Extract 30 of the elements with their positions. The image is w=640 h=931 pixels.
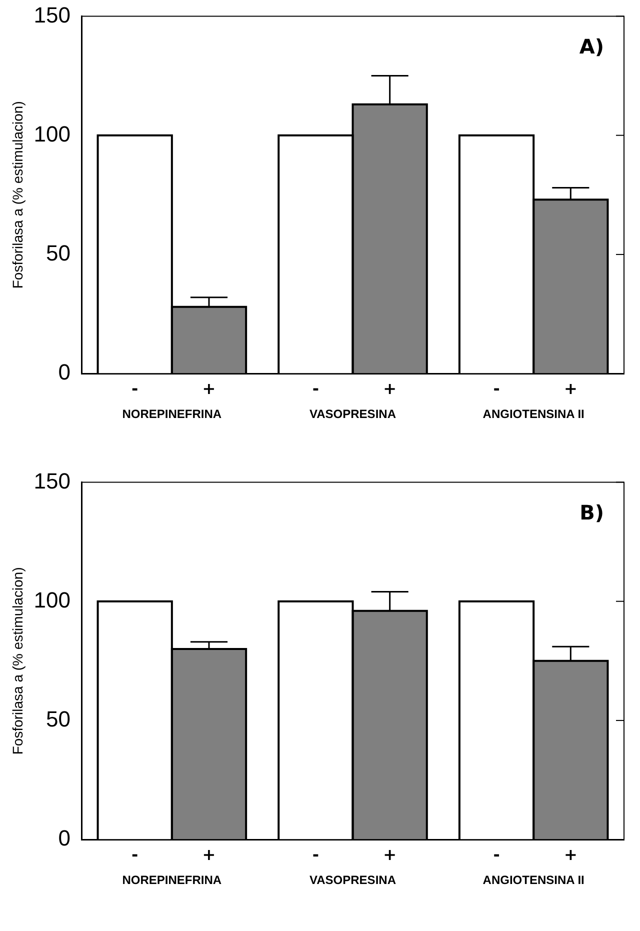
series-label: + bbox=[202, 378, 216, 398]
text: - bbox=[493, 378, 500, 398]
y-tick-label: 50 bbox=[46, 706, 71, 732]
text: - bbox=[312, 378, 320, 398]
series-label: - bbox=[132, 378, 138, 398]
y-tick-label: 100 bbox=[34, 121, 71, 146]
y-tick-label: 0 bbox=[58, 826, 71, 851]
y-axis-title: Fosforilasa a (% estimulacion) bbox=[9, 101, 26, 289]
series-label: - bbox=[132, 844, 138, 864]
x-tick-label: NOREPINEFRINA bbox=[122, 407, 222, 422]
text: - bbox=[493, 844, 500, 864]
x-tick-label: ANGIOTENSINA II bbox=[482, 873, 584, 888]
annotation: A) bbox=[579, 34, 604, 58]
y-tick-label: 0 bbox=[58, 360, 71, 385]
text: + bbox=[383, 378, 397, 398]
x-tick-label: ANGIOTENSINA II bbox=[482, 407, 584, 422]
y-tick-label: 100 bbox=[34, 587, 71, 612]
x-tick-label: VASOPRESINA bbox=[310, 873, 396, 888]
y-tick-label: 150 bbox=[34, 468, 71, 494]
x-tick-label: VASOPRESINA bbox=[310, 407, 396, 422]
x-tick-label: NOREPINEFRINA bbox=[122, 873, 222, 888]
annotation: B) bbox=[580, 500, 604, 524]
y-axis-title: Fosforilasa a (% estimulacion) bbox=[9, 567, 26, 755]
y-tick-label: 150 bbox=[34, 2, 71, 28]
text: + bbox=[564, 378, 578, 398]
y-tick-label: 50 bbox=[46, 240, 71, 266]
text: - bbox=[312, 844, 320, 864]
series-label: + bbox=[202, 844, 216, 864]
text: + bbox=[564, 844, 578, 864]
text: + bbox=[383, 844, 397, 864]
